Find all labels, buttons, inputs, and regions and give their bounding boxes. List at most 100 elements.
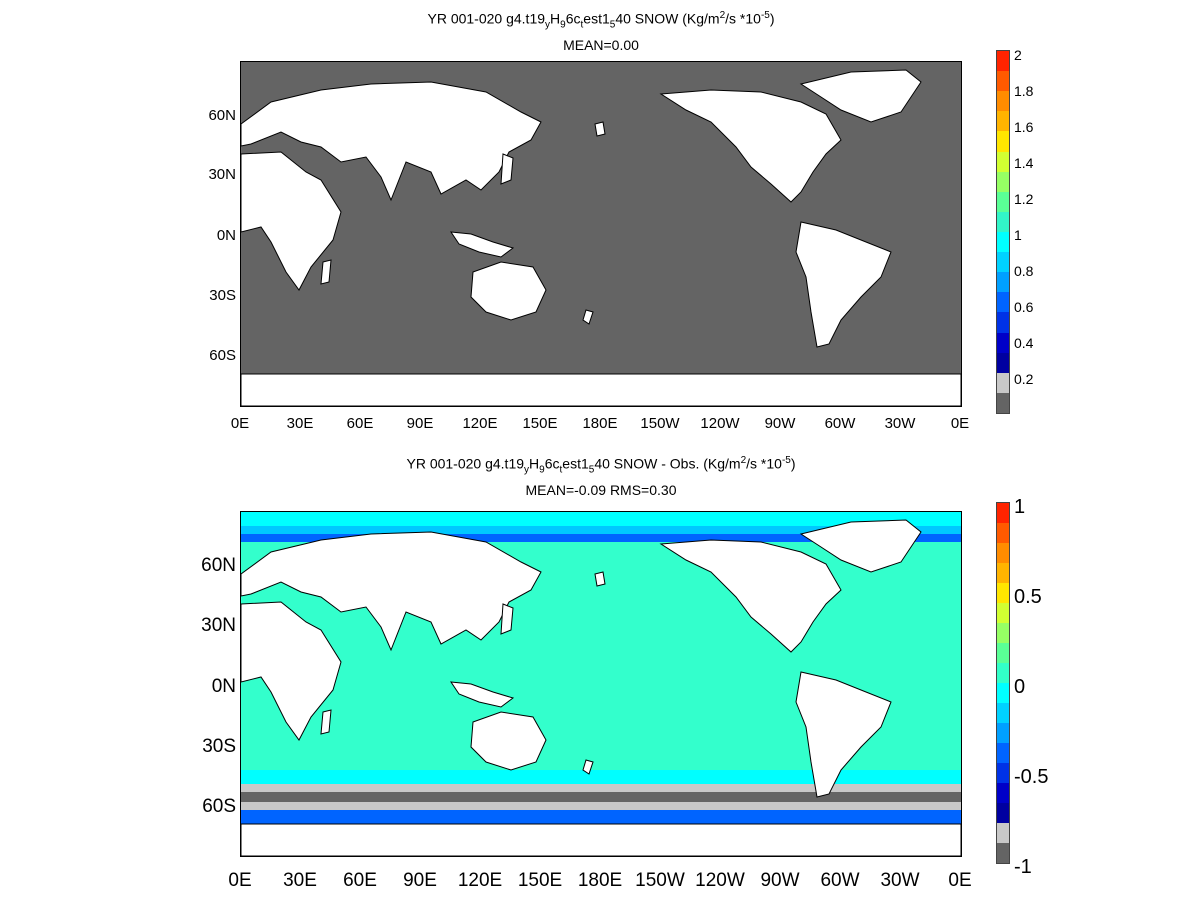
new-zealand-landmass — [582, 309, 594, 325]
lat-label: 0N — [216, 227, 236, 244]
colorbar-swatch — [997, 211, 1009, 232]
colorbar-label: -1 — [1014, 856, 1032, 878]
lon-label: 90E — [406, 415, 434, 432]
colorbar-swatch — [997, 603, 1009, 623]
arctic-band — [241, 526, 961, 536]
colorbar-label: 1.6 — [1014, 119, 1034, 135]
greenland-landmass — [799, 519, 922, 573]
lat-label: 60N — [201, 555, 236, 576]
lat-label: 30S — [202, 736, 236, 757]
colorbar-swatch — [997, 803, 1009, 823]
lon-label: 120W — [695, 870, 745, 891]
arctic-band — [241, 534, 961, 542]
colorbar-swatch — [997, 292, 1009, 313]
southern-band — [241, 802, 961, 810]
panel2-lat-axis: 60N 30N 0N 30S 60S — [186, 511, 236, 857]
lon-label: 90W — [760, 870, 800, 891]
colorbar-swatch — [997, 523, 1009, 543]
south-america-landmass — [795, 221, 892, 348]
indonesia-landmass — [449, 231, 515, 258]
australia-landmass — [470, 261, 547, 321]
lon-label: 180E — [577, 870, 623, 891]
colorbar-label: 0 — [1014, 676, 1026, 698]
lat-label: 60S — [202, 796, 236, 817]
colorbar-label: 0.4 — [1014, 335, 1034, 351]
europe-asia-landmass — [241, 81, 542, 202]
lon-label: 60E — [346, 415, 374, 432]
colorbar-swatch — [997, 252, 1009, 273]
colorbar-swatch — [997, 583, 1009, 603]
lon-label: 150W — [635, 870, 685, 891]
colorbar-swatch — [997, 563, 1009, 583]
colorbar-swatch — [997, 91, 1009, 112]
lat-label: 30N — [208, 166, 236, 183]
panel1-map-svg — [241, 62, 961, 406]
north-america-landmass — [659, 539, 842, 653]
lon-label: 0E — [228, 870, 252, 891]
colorbar-swatch — [997, 131, 1009, 152]
lat-label: 30S — [209, 287, 236, 304]
lon-label: 120E — [457, 870, 503, 891]
lon-label: 150E — [522, 415, 558, 432]
australia-landmass — [470, 711, 547, 771]
colorbar-swatch — [997, 392, 1009, 413]
panel1-lon-axis: 0E 30E 60E 90E 120E 150E 180E 150W 120W … — [210, 415, 990, 437]
japan-landmass — [500, 603, 514, 635]
lon-label: 30E — [286, 415, 314, 432]
africa-landmass — [241, 151, 342, 291]
lon-label: 0E — [950, 415, 970, 432]
lat-label: 30N — [201, 615, 236, 636]
panel2-map — [240, 511, 962, 857]
uk-landmass — [594, 571, 606, 587]
lon-label: 60W — [824, 415, 856, 432]
panel1-colorbar-labels: 2 1.8 1.6 1.4 1.2 1 0.8 0.6 0.4 0.2 — [1014, 44, 1074, 424]
colorbar-label: 0.2 — [1014, 371, 1034, 387]
colorbar-swatch — [997, 643, 1009, 663]
lon-label: 90E — [403, 870, 437, 891]
greenland-landmass — [799, 69, 922, 123]
colorbar-label: 0.5 — [1014, 586, 1042, 608]
colorbar-swatch — [997, 703, 1009, 723]
colorbar-label: 0.8 — [1014, 263, 1034, 279]
colorbar-label: -0.5 — [1014, 766, 1049, 788]
colorbar-swatch — [997, 823, 1009, 843]
colorbar-label: 1.8 — [1014, 83, 1034, 99]
colorbar-swatch — [997, 683, 1009, 703]
lon-label: 30E — [283, 870, 317, 891]
colorbar-swatch — [997, 543, 1009, 563]
new-zealand-landmass — [582, 759, 594, 775]
panel1-lat-axis: 60N 30N 0N 30S 60S — [186, 61, 236, 407]
panel2-title: YR 001-020 g4.t19yH96ctest1540 SNOW - Ob… — [406, 455, 796, 476]
lat-label: 60S — [209, 347, 236, 364]
colorbar-swatch — [997, 71, 1009, 92]
indonesia-landmass — [449, 681, 515, 708]
colorbar-swatch — [997, 332, 1009, 353]
colorbar-swatch — [997, 151, 1009, 172]
southern-band — [241, 770, 961, 784]
lon-label: 0E — [948, 870, 972, 891]
lat-label: 0N — [211, 676, 236, 697]
japan-landmass — [500, 153, 514, 185]
colorbar-label: 1.2 — [1014, 191, 1034, 207]
madagascar-landmass — [320, 709, 332, 735]
lon-label: 120E — [462, 415, 498, 432]
colorbar-swatch — [997, 723, 1009, 743]
panel1-land — [241, 69, 961, 406]
colorbar-swatch — [997, 171, 1009, 192]
panel2-colorbar-labels: 1 0.5 0 -0.5 -1 — [1014, 494, 1074, 884]
colorbar-swatch — [997, 843, 1009, 863]
colorbar-swatch — [997, 272, 1009, 293]
colorbar-swatch — [997, 51, 1009, 72]
south-america-landmass — [795, 671, 892, 798]
lat-label: 60N — [208, 107, 236, 124]
lon-label: 30W — [884, 415, 916, 432]
colorbar-swatch — [997, 783, 1009, 803]
antarctica-landmass — [241, 373, 961, 406]
lon-label: 0E — [230, 415, 250, 432]
lon-label: 90W — [764, 415, 796, 432]
colorbar-swatch — [997, 372, 1009, 393]
panel1-subtitle: MEAN=0.00 — [563, 37, 639, 53]
colorbar-swatch — [997, 312, 1009, 333]
panel1-map — [240, 61, 962, 407]
panel2-map-svg — [241, 512, 961, 856]
